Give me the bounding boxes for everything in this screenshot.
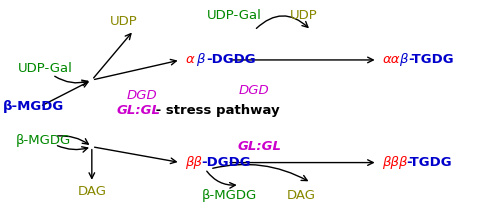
Text: DAG: DAG [78, 185, 106, 198]
Text: DGD: DGD [126, 89, 157, 102]
Text: UDP: UDP [290, 9, 318, 22]
Text: α: α [185, 53, 194, 66]
Text: DGD: DGD [239, 84, 270, 97]
Text: β-MGDG: β-MGDG [15, 134, 71, 147]
Text: -TGDG: -TGDG [408, 53, 453, 66]
Text: UDP-Gal: UDP-Gal [207, 9, 262, 22]
Text: β-MGDG: β-MGDG [3, 100, 64, 113]
Text: β: β [196, 53, 205, 66]
Text: β-MGDG: β-MGDG [202, 189, 257, 202]
Text: - stress pathway: - stress pathway [151, 104, 280, 117]
Text: -DGDG: -DGDG [202, 156, 251, 169]
Text: βββ: βββ [382, 156, 408, 169]
Text: GL:GL: GL:GL [237, 140, 281, 153]
Text: -DGDG: -DGDG [206, 53, 256, 66]
Text: -TGDG: -TGDG [406, 156, 452, 169]
Text: UDP-Gal: UDP-Gal [18, 62, 73, 75]
Text: ββ: ββ [185, 156, 203, 169]
Text: UDP: UDP [110, 15, 138, 28]
Text: GL:GL: GL:GL [117, 104, 161, 117]
Text: DAG: DAG [287, 189, 316, 202]
Text: β: β [399, 53, 407, 66]
Text: αα: αα [382, 53, 400, 66]
